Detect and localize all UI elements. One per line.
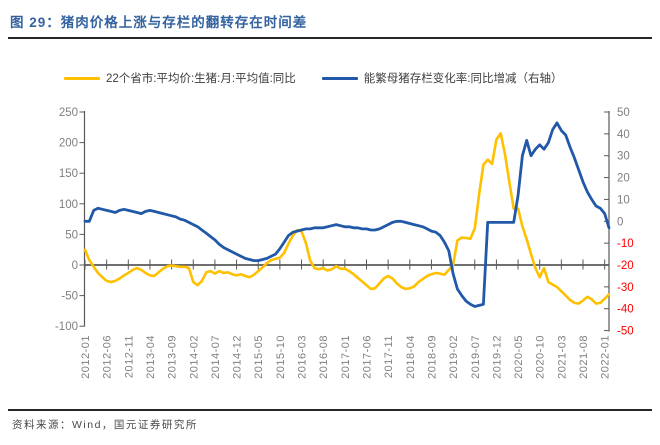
legend-label-sow-inventory: 能繁母猪存栏变化率:同比增减（右轴） [363,73,563,85]
x-axis-label: 2013-09 [167,335,179,379]
y-axis-left-label: 250 [59,107,78,119]
x-axis-label: 2013-04 [145,335,157,379]
y-axis-right-label: 20 [617,173,630,185]
y-axis-left-label: 50 [65,229,78,241]
x-axis-label: 2016-03 [297,335,309,379]
series-line-sow-inventory [83,121,611,308]
y-axis-right-label: 50 [617,107,630,119]
y-axis-right-label: -30 [617,282,634,294]
x-axis-label: 2012-11 [123,335,135,378]
x-axis-label: 2014-02 [188,335,200,379]
page-title: 图 29：猪肉价格上涨与存栏的翻转存在时间差 [10,15,308,30]
y-axis-left-label: 150 [59,168,78,180]
x-axis-label: 2014-12 [232,335,244,379]
x-axis-label: 2019-07 [470,335,482,379]
x-axis-label: 2012-01 [80,335,92,379]
legend-item-pork-price: 22个省市:平均价:生猪:月:平均值:同比 [64,70,296,86]
y-axis-left-label: -100 [55,321,78,333]
y-axis-left-label: 200 [59,138,78,150]
x-axis-label: 2019-12 [491,335,503,379]
legend-swatch-sow-inventory [321,76,358,80]
x-axis-label: 2012-06 [102,335,114,379]
source-note: 资料来源：Wind，国元证券研究所 [12,419,198,431]
y-axis-left-label: -50 [61,291,78,303]
y-axis-right-label: -40 [617,304,634,316]
x-axis-label: 2018-04 [405,335,417,379]
x-axis-label: 2019-02 [448,335,460,379]
y-axis-right-label: -10 [617,238,634,250]
x-axis-label: 2017-01 [340,335,352,379]
y-axis-right-label: 10 [617,194,630,206]
legend-label-pork-price: 22个省市:平均价:生猪:月:平均值:同比 [106,73,296,85]
x-axis-label: 2014-07 [210,335,222,379]
x-axis-label: 2017-11 [383,335,395,378]
y-axis-right-label: 0 [617,216,623,228]
x-axis-label: 2021-08 [578,335,590,379]
y-axis-left-label: 100 [59,199,78,211]
x-axis-label: 2016-08 [318,335,330,379]
legend-swatch-pork-price [64,76,100,80]
x-axis-label: 2022-01 [600,335,612,379]
x-axis-label: 2015-10 [275,335,287,379]
footer-divider [8,409,652,411]
x-axis-label: 2017-06 [361,335,373,379]
x-axis-label: 2020-10 [535,335,547,379]
x-axis-label: 2020-05 [513,335,525,379]
title-divider [8,37,652,39]
y-axis-right-label: -20 [617,260,634,272]
x-axis-label: 2021-03 [556,335,568,379]
x-axis-label: 2018-09 [426,335,438,379]
y-axis-right-label: 30 [617,151,630,163]
legend-item-sow-inventory: 能繁母猪存栏变化率:同比增减（右轴） [321,70,563,86]
x-axis-label: 2015-05 [253,335,265,379]
y-axis-right-label: -50 [617,326,634,338]
legend: 22个省市:平均价:生猪:月:平均值:同比 能繁母猪存栏变化率:同比增减（右轴） [64,70,624,86]
y-axis-left-label: 0 [72,260,78,272]
series-line-pork-price [83,132,611,305]
y-axis-right-label: 40 [617,129,630,141]
